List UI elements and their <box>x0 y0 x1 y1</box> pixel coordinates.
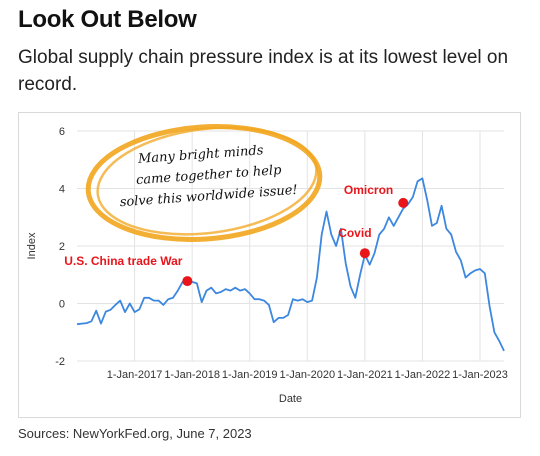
x-tick-label: 1-Jan-2017 <box>107 369 163 381</box>
y-tick-label: 2 <box>59 241 65 253</box>
x-tick-label: 1-Jan-2021 <box>337 369 393 381</box>
y-tick-label: 6 <box>59 126 65 138</box>
annotation-label: Omicron <box>344 183 393 197</box>
note-circle <box>85 124 323 242</box>
x-tick-label: 1-Jan-2023 <box>452 369 508 381</box>
annotation-label: Covid <box>338 226 371 240</box>
x-axis-title: Date <box>279 393 302 405</box>
annotation-marker <box>182 276 193 287</box>
page-subtitle: Global supply chain pressure index is at… <box>18 47 509 95</box>
x-tick-label: 1-Jan-2018 <box>164 369 220 381</box>
x-tick-label: 1-Jan-2020 <box>279 369 335 381</box>
annotation-label: U.S. China trade War <box>64 254 183 268</box>
annotation-marker <box>398 197 409 208</box>
note-line: came together to help <box>136 163 283 188</box>
x-tick-label: 1-Jan-2022 <box>395 369 451 381</box>
note-circle-stroke <box>96 126 318 236</box>
annotation-marker <box>359 248 370 259</box>
y-tick-label: -2 <box>55 356 65 368</box>
page-title: Look Out Below <box>18 6 197 33</box>
note-line: Many bright minds <box>137 143 265 167</box>
y-axis-title: Index <box>26 232 38 259</box>
series-line <box>76 177 505 352</box>
source-note: Sources: NewYorkFed.org, June 7, 2023 <box>18 426 252 441</box>
y-tick-label: 4 <box>59 184 65 196</box>
x-tick-label: 1-Jan-2019 <box>222 369 278 381</box>
chart-frame: -2 0 2 4 6 1-Jan-2017 1-Jan-2018 1-Jan-2019 1-Ja… <box>18 112 521 418</box>
y-tick-label: 0 <box>59 299 65 311</box>
